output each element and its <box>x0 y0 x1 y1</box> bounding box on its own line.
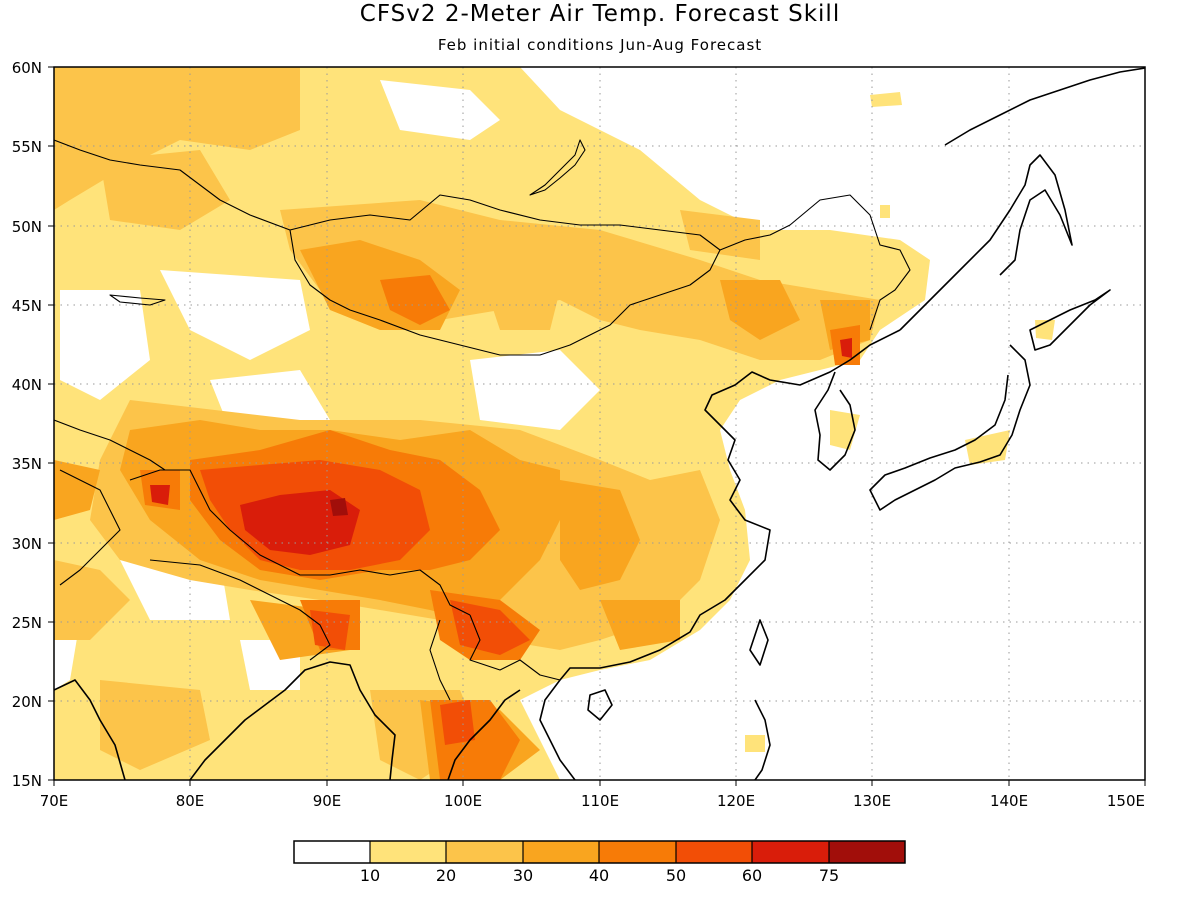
map-outlines <box>54 67 1145 780</box>
colorbar-label: 10 <box>360 866 380 885</box>
colorbar-label: 50 <box>666 866 686 885</box>
lake-baikal <box>529 139 586 196</box>
map-plot: 70E 80E 90E 100E 110E 120E 130E 140E 150… <box>12 59 1146 810</box>
colorbar-swatch <box>294 841 370 863</box>
skill-level-75-plus <box>330 498 348 516</box>
colorbar-label: 75 <box>819 866 839 885</box>
colorbar-label: 20 <box>436 866 456 885</box>
border-china-mongolia <box>289 194 721 356</box>
colorbar-swatch <box>599 841 676 863</box>
chart-subtitle: Feb initial conditions Jun-Aug Forecast <box>438 36 762 54</box>
y-tick-label: 40N <box>12 376 42 394</box>
y-tick-label: 30N <box>12 535 42 553</box>
x-tick-label: 110E <box>581 792 619 810</box>
y-tick-label: 50N <box>12 218 42 236</box>
colorbar-swatch <box>676 841 752 863</box>
border-himalaya <box>129 469 471 616</box>
colorbar-label: 30 <box>513 866 533 885</box>
skill-level-60-75 <box>150 338 852 555</box>
coastline-japan <box>869 344 1031 511</box>
coastline-bay-of-bengal <box>189 661 396 780</box>
x-tick-label: 130E <box>853 792 891 810</box>
y-tick-label: 25N <box>12 614 42 632</box>
chart-title: CFSv2 2-Meter Air Temp. Forecast Skill <box>360 1 840 27</box>
colorbar-swatch <box>829 841 905 863</box>
colorbar-swatch <box>446 841 523 863</box>
y-tick-label: 15N <box>12 772 42 790</box>
lake-balkhash <box>109 294 166 306</box>
y-axis-labels: 15N 20N 25N 30N 35N 40N 45N 50N 55N 60N <box>12 59 42 790</box>
coastline-indochina <box>447 689 521 780</box>
coastline-east-asia <box>539 329 901 780</box>
coastline-russia-east <box>899 154 1073 331</box>
colorbar: 10 20 30 40 50 60 75 <box>293 840 906 885</box>
colorbar-swatch <box>752 841 829 863</box>
x-tick-label: 70E <box>40 792 69 810</box>
border-china-russia-ne <box>719 194 911 331</box>
colorbar-label: 40 <box>589 866 609 885</box>
coastline-india-west <box>54 679 126 780</box>
x-tick-label: 80E <box>176 792 205 810</box>
colorbar-label: 60 <box>742 866 762 885</box>
coastline-korea <box>814 371 856 471</box>
coastline-okhotsk <box>944 67 1145 146</box>
border-kazakhstan <box>54 139 291 231</box>
y-tick-label: 20N <box>12 693 42 711</box>
colorbar-swatch <box>370 841 446 863</box>
colorbar-dividers <box>369 841 830 863</box>
x-tick-label: 100E <box>444 792 482 810</box>
colorbar-swatch <box>523 841 599 863</box>
coastline-hainan <box>587 689 613 721</box>
x-tick-label: 120E <box>717 792 755 810</box>
border-central-asia <box>54 419 166 586</box>
coastline-hokkaido <box>1029 289 1111 351</box>
x-axis-labels: 70E 80E 90E 100E 110E 120E 130E 140E 150… <box>40 792 1145 810</box>
coastline-taiwan <box>749 619 769 666</box>
border-southeast-asia <box>429 614 561 701</box>
x-tick-label: 90E <box>313 792 342 810</box>
axis-ticks <box>48 66 1146 786</box>
y-tick-label: 55N <box>12 138 42 156</box>
skill-shading <box>54 67 1055 780</box>
border-india-interior <box>149 559 331 661</box>
y-tick-label: 35N <box>12 455 42 473</box>
coastline-philippines <box>754 699 771 780</box>
y-tick-label: 60N <box>12 59 42 77</box>
y-tick-label: 45N <box>12 297 42 315</box>
x-tick-label: 140E <box>990 792 1028 810</box>
x-tick-label: 150E <box>1107 792 1145 810</box>
